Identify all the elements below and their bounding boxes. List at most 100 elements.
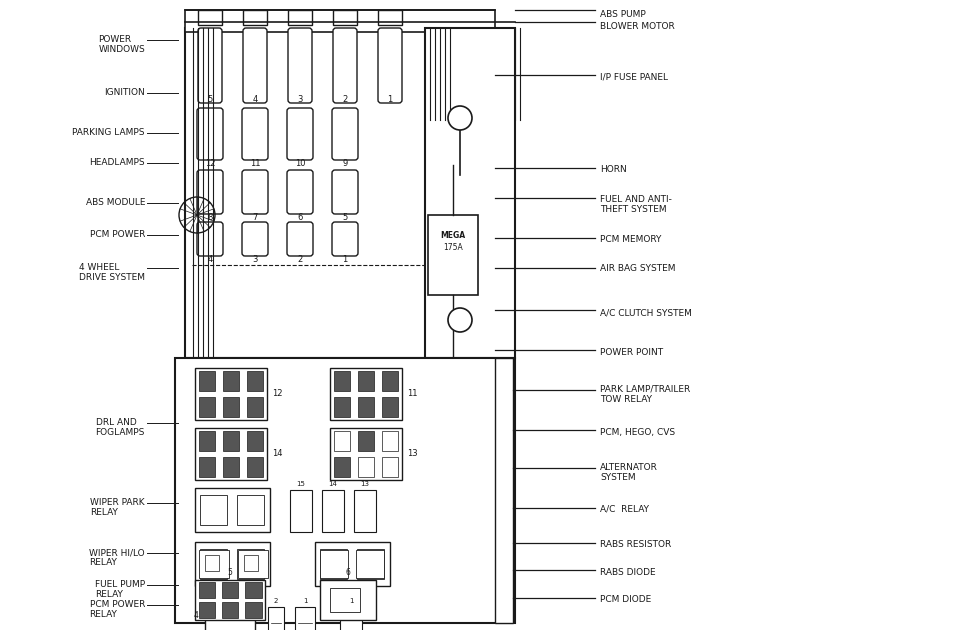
Text: POWER POINT: POWER POINT [600,348,663,357]
Text: HEADLAMPS: HEADLAMPS [89,158,145,167]
Text: 13: 13 [407,449,418,459]
Bar [195,488,270,532]
Text: 13: 13 [361,481,370,487]
Bar [237,495,264,525]
FancyBboxPatch shape [378,28,402,103]
Bar [199,602,215,617]
Bar [237,549,264,580]
Text: FUEL AND ANTI-
THEFT SYSTEM: FUEL AND ANTI- THEFT SYSTEM [600,195,672,214]
Bar [382,397,398,417]
Bar [238,550,268,578]
Bar [425,28,515,358]
Text: PCM DIODE: PCM DIODE [600,595,651,604]
Bar [378,10,402,25]
Text: AIR BAG SYSTEM: AIR BAG SYSTEM [600,264,676,273]
Bar [185,28,495,358]
Bar [175,358,515,623]
Text: 2: 2 [343,96,348,105]
Bar [354,490,376,532]
Text: ABS PUMP: ABS PUMP [600,10,646,19]
Text: PCM, HEGO, CVS: PCM, HEGO, CVS [600,428,675,437]
Bar [290,490,312,532]
Text: ABS MODULE: ABS MODULE [85,198,145,207]
Bar [185,10,495,32]
Text: BLOWER MOTOR: BLOWER MOTOR [600,22,675,31]
Text: 14: 14 [272,449,282,459]
Text: POWER
WINDOWS: POWER WINDOWS [98,35,145,54]
Text: MEGA: MEGA [441,231,466,239]
FancyBboxPatch shape [333,28,357,103]
Text: RABS DIODE: RABS DIODE [600,568,656,577]
Text: 3: 3 [298,96,302,105]
Text: WIPER PARK
RELAY: WIPER PARK RELAY [90,498,145,517]
Bar [200,549,227,580]
Bar [334,371,350,391]
Bar [205,605,255,630]
Bar [222,602,238,617]
Bar [199,550,229,578]
FancyBboxPatch shape [197,222,223,256]
FancyBboxPatch shape [332,170,358,214]
Text: 2: 2 [274,598,278,604]
Bar [322,490,344,532]
FancyBboxPatch shape [332,222,358,256]
Bar [268,607,284,630]
Text: 5: 5 [207,96,212,105]
FancyBboxPatch shape [242,222,268,256]
Bar [223,371,239,391]
Text: 175A: 175A [444,244,463,253]
Bar [223,457,239,477]
Text: 12: 12 [272,389,282,399]
Bar [222,582,238,598]
Text: FUEL PUMP
RELAY: FUEL PUMP RELAY [95,580,145,599]
Bar [247,431,263,451]
Text: 8: 8 [207,214,213,222]
Bar [223,397,239,417]
Bar [357,549,384,580]
Text: 1: 1 [302,598,307,604]
Bar [195,580,265,620]
Text: ALTERNATOR
SYSTEM: ALTERNATOR SYSTEM [600,463,658,483]
Text: 4 WHEEL
DRIVE SYSTEM: 4 WHEEL DRIVE SYSTEM [79,263,145,282]
Bar [245,582,261,598]
Bar [356,550,384,578]
Bar [320,550,348,578]
Bar [382,457,398,477]
Circle shape [448,308,472,332]
Text: 3: 3 [252,256,257,265]
Text: 9: 9 [343,159,348,168]
Text: 11: 11 [250,159,260,168]
Bar [205,555,219,571]
Bar [357,431,374,451]
Text: 4: 4 [194,610,199,619]
Bar [330,588,360,612]
FancyBboxPatch shape [243,28,267,103]
FancyBboxPatch shape [197,170,223,214]
Bar [198,10,222,25]
Bar [244,555,258,571]
FancyBboxPatch shape [287,222,313,256]
Bar [495,358,513,623]
Text: PARKING LAMPS: PARKING LAMPS [73,128,145,137]
Text: IGNITION: IGNITION [105,88,145,97]
Text: A/C  RELAY: A/C RELAY [600,504,649,513]
Bar [382,371,398,391]
Circle shape [448,106,472,130]
Bar [334,457,350,477]
Bar [428,215,478,295]
FancyBboxPatch shape [197,108,223,160]
Bar [334,397,350,417]
Bar [195,368,267,420]
Text: HORN: HORN [600,165,627,174]
Bar [330,428,402,480]
Bar [357,371,374,391]
FancyBboxPatch shape [288,28,312,103]
Bar [195,542,270,586]
Bar [357,397,374,417]
Text: 11: 11 [407,389,418,399]
Bar [245,602,261,617]
Text: PARK LAMP/TRAILER
TOW RELAY: PARK LAMP/TRAILER TOW RELAY [600,385,690,404]
Bar [340,607,362,630]
FancyBboxPatch shape [332,108,358,160]
Bar [320,580,376,620]
